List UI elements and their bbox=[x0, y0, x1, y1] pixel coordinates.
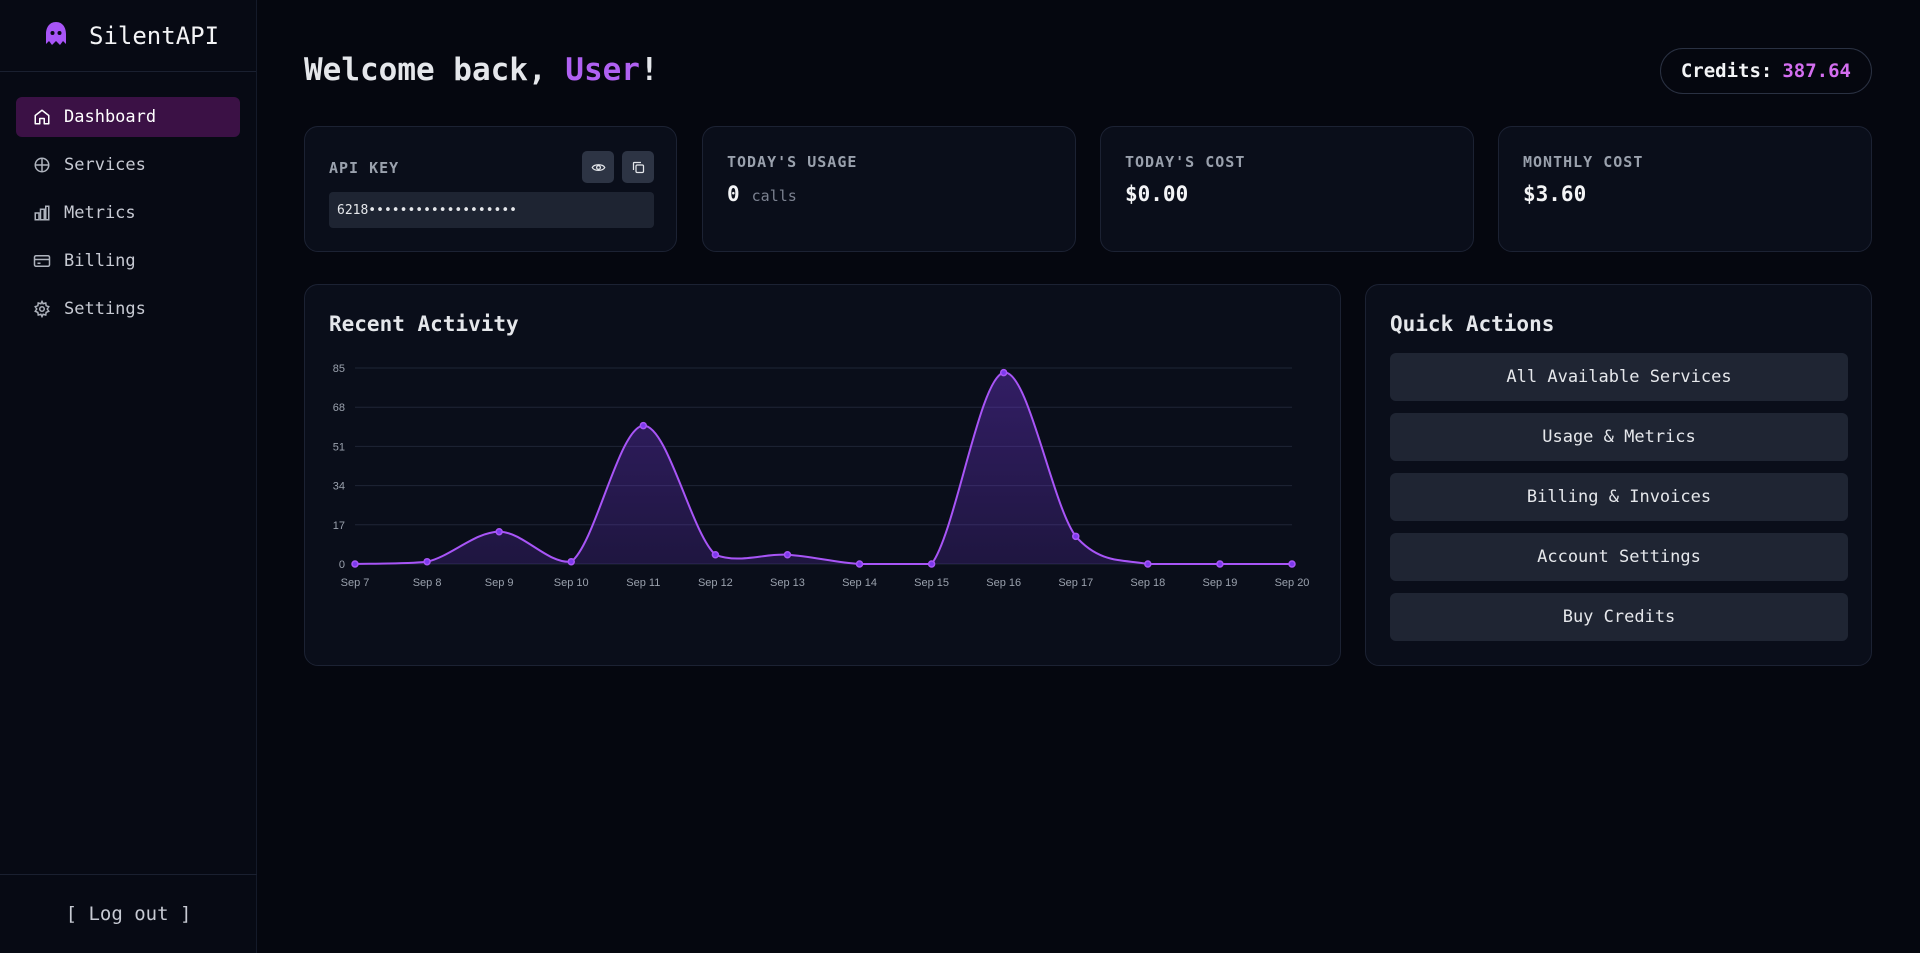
show-key-button[interactable] bbox=[582, 151, 614, 183]
copy-icon bbox=[632, 161, 644, 173]
sidebar-item-services[interactable]: Services bbox=[16, 145, 240, 185]
welcome-heading: Welcome back, User! bbox=[304, 52, 659, 88]
usage-metrics-button[interactable]: Usage & Metrics bbox=[1390, 413, 1848, 461]
api-key-card: API KEY 6218••••••••••••••••••• bbox=[304, 126, 677, 252]
x-tick-label: Sep 9 bbox=[485, 577, 514, 589]
todays-cost-label: TODAY'S COST bbox=[1125, 153, 1246, 171]
sidebar-item-label: Dashboard bbox=[64, 107, 157, 127]
recent-activity-title: Recent Activity bbox=[329, 312, 519, 336]
todays-usage-value: 0 bbox=[727, 182, 740, 206]
sidebar-item-billing[interactable]: Billing bbox=[16, 241, 240, 281]
data-point bbox=[639, 421, 648, 430]
all-services-button[interactable]: All Available Services bbox=[1390, 353, 1848, 401]
ghost-logo-icon bbox=[46, 21, 66, 45]
data-point bbox=[927, 560, 936, 568]
billing-invoices-button[interactable]: Billing & Invoices bbox=[1390, 473, 1848, 521]
data-point bbox=[999, 368, 1008, 377]
brand[interactable]: SilentAPI bbox=[0, 0, 256, 72]
recent-activity-card: Recent Activity 0 17 34 51 68 85 Sep 7 Sep 8 Sep… bbox=[304, 284, 1341, 666]
y-tick-label: 51 bbox=[333, 441, 345, 453]
monthly-cost-card: MONTHLY COST $3.60 bbox=[1498, 126, 1872, 252]
sidebar-item-label: Services bbox=[64, 155, 146, 175]
logout-button[interactable]: [ Log out ] bbox=[65, 903, 192, 925]
y-tick-label: 68 bbox=[333, 402, 345, 414]
todays-cost-value: $0.00 bbox=[1125, 182, 1189, 206]
credits-value: 387.64 bbox=[1782, 60, 1851, 82]
x-tick-label: Sep 13 bbox=[770, 577, 805, 589]
todays-usage-unit: calls bbox=[751, 187, 797, 205]
account-settings-button[interactable]: Account Settings bbox=[1390, 533, 1848, 581]
copy-key-button[interactable] bbox=[622, 151, 654, 183]
todays-usage-card: TODAY'S USAGE 0 calls bbox=[702, 126, 1076, 252]
data-point bbox=[567, 557, 575, 566]
x-tick-label: Sep 10 bbox=[554, 577, 589, 589]
eye-icon bbox=[591, 163, 605, 171]
data-point bbox=[1144, 560, 1152, 568]
data-point bbox=[1072, 532, 1080, 541]
welcome-username: User bbox=[565, 52, 640, 88]
buy-credits-button[interactable]: Buy Credits bbox=[1390, 593, 1848, 641]
x-tick-label: Sep 19 bbox=[1202, 577, 1237, 589]
home-icon bbox=[34, 109, 50, 125]
sidebar-nav: Dashboard Services Metrics Billing bbox=[0, 72, 256, 329]
x-tick-label: Sep 17 bbox=[1058, 577, 1093, 589]
x-tick-label: Sep 12 bbox=[698, 577, 733, 589]
gear-icon bbox=[34, 300, 50, 318]
todays-usage-row: 0 calls bbox=[727, 182, 797, 206]
api-key-label: API KEY bbox=[329, 159, 400, 177]
y-tick-label: 85 bbox=[333, 363, 345, 375]
quick-actions-card: Quick Actions All Available Services Usa… bbox=[1365, 284, 1872, 666]
welcome-prefix: Welcome back, bbox=[304, 52, 566, 88]
data-point bbox=[1288, 560, 1296, 568]
sidebar-item-settings[interactable]: Settings bbox=[16, 289, 240, 329]
data-point bbox=[495, 527, 503, 536]
sidebar-item-metrics[interactable]: Metrics bbox=[16, 193, 240, 233]
y-tick-label: 17 bbox=[333, 520, 345, 532]
sidebar-item-dashboard[interactable]: Dashboard bbox=[16, 97, 240, 137]
sidebar-item-label: Metrics bbox=[64, 203, 136, 223]
data-point bbox=[855, 560, 864, 568]
x-tick-label: Sep 7 bbox=[341, 577, 370, 589]
y-tick-label: 0 bbox=[339, 559, 345, 571]
x-tick-label: Sep 18 bbox=[1130, 577, 1165, 589]
data-point bbox=[1216, 560, 1224, 568]
x-tick-label: Sep 20 bbox=[1275, 577, 1310, 589]
x-tick-label: Sep 14 bbox=[842, 577, 877, 589]
sidebar: SilentAPI Dashboard Services Metrics Bil… bbox=[0, 0, 257, 953]
series-line bbox=[354, 371, 1292, 565]
main-content: Welcome back, User! Credits: 387.64 API … bbox=[257, 0, 1920, 953]
data-point bbox=[351, 560, 359, 568]
monthly-cost-value: $3.60 bbox=[1523, 182, 1587, 206]
app-name: SilentAPI bbox=[89, 21, 220, 50]
monthly-cost-label: MONTHLY COST bbox=[1523, 153, 1644, 171]
sidebar-item-label: Settings bbox=[64, 299, 146, 319]
api-key-field[interactable]: 6218••••••••••••••••••• bbox=[329, 192, 654, 228]
credit-card-icon bbox=[33, 255, 51, 267]
data-point bbox=[711, 551, 720, 559]
y-tick-label: 34 bbox=[333, 481, 345, 493]
credits-badge[interactable]: Credits: 387.64 bbox=[1659, 48, 1872, 94]
x-tick-label: Sep 11 bbox=[626, 577, 660, 589]
activity-chart: 0 17 34 51 68 85 Sep 7 Sep 8 Sep 9 Sep 10 Sep 11 Se… bbox=[333, 363, 1310, 589]
todays-cost-card: TODAY'S COST $0.00 bbox=[1100, 126, 1474, 252]
todays-usage-label: TODAY'S USAGE bbox=[727, 153, 858, 171]
welcome-suffix: ! bbox=[639, 52, 659, 88]
x-tick-label: Sep 15 bbox=[914, 577, 949, 589]
bar-chart-icon bbox=[34, 205, 50, 221]
globe-icon bbox=[34, 157, 50, 173]
quick-actions-title: Quick Actions bbox=[1390, 312, 1555, 336]
x-tick-label: Sep 16 bbox=[986, 577, 1021, 589]
logout-area: [ Log out ] bbox=[0, 874, 257, 953]
series-area bbox=[355, 372, 1292, 564]
data-point bbox=[783, 551, 792, 559]
sidebar-item-label: Billing bbox=[64, 251, 136, 271]
credits-label: Credits: bbox=[1680, 60, 1773, 82]
x-tick-label: Sep 8 bbox=[413, 577, 442, 589]
data-point bbox=[423, 557, 431, 566]
